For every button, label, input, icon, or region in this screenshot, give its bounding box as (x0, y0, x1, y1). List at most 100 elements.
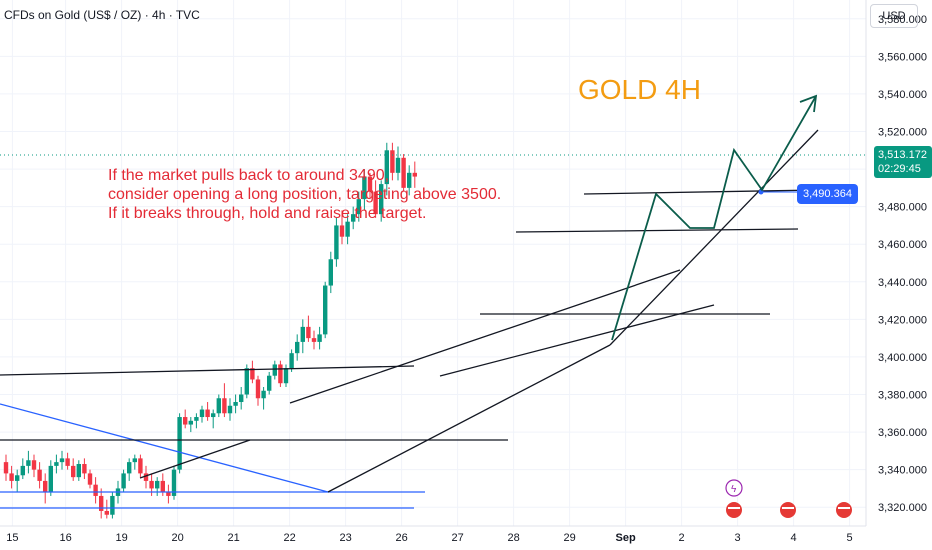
candle-down (255, 379, 261, 399)
candle-up (76, 464, 81, 478)
time-tick-label: 20 (171, 532, 183, 544)
current-price-value: 3,513.172 (878, 149, 927, 161)
candle-down (31, 460, 37, 470)
descending-channel-line (0, 403, 329, 493)
candle-up (395, 157, 401, 173)
flash-icon-glyph: ϟ (731, 484, 737, 495)
us-flag-stripe-icon (782, 507, 794, 509)
time-tick-label: 19 (115, 532, 127, 544)
candle-down (339, 225, 345, 237)
price-tick-label: 3,560.000 (878, 51, 927, 63)
candle-up (110, 495, 115, 515)
resistance-line-3390 (0, 365, 415, 376)
candle-up (59, 458, 65, 463)
candle-up (407, 172, 412, 188)
candle-up (272, 364, 277, 376)
candle-down (149, 480, 154, 489)
candle-up (261, 390, 266, 399)
candle-down (71, 465, 76, 478)
candle-down (205, 409, 210, 418)
uptrend-line-main (327, 344, 611, 493)
price-axis-background (866, 0, 932, 526)
price-tick-label: 3,460.000 (878, 239, 927, 251)
time-tick-label: 16 (59, 532, 71, 544)
price-tick-label: 3,540.000 (878, 89, 927, 101)
candle-up (379, 184, 384, 215)
symbol-header[interactable]: CFDs on Gold (US$ / OZ) · 4h · TVC (4, 8, 200, 22)
candle-down (401, 157, 406, 188)
time-tick-label: 3 (735, 532, 741, 544)
candle-up (216, 398, 221, 414)
time-tick-label: Sep (616, 532, 636, 544)
steep-trend-line (609, 129, 819, 346)
candle-up (233, 402, 238, 406)
note-line: consider opening a long position, target… (108, 186, 502, 203)
us-flag-icon[interactable] (726, 502, 742, 518)
time-tick-label: 28 (507, 532, 519, 544)
currency-selector[interactable]: USD (870, 4, 918, 28)
time-axis[interactable]: 15 16 19 20 21 22 23 26 27 28 29 Sep 2 3 4 5 (6, 532, 852, 544)
candle-up (155, 480, 160, 489)
plot-background (0, 0, 866, 526)
price-level-tag: 3,490.364 (797, 184, 858, 204)
time-tick-label: 5 (847, 532, 853, 544)
annotation-title: GOLD 4H (578, 74, 701, 105)
current-price-tag: 3,513.172 02:29:45 (874, 146, 932, 178)
note-line: If the market pulls back to around 3490, (108, 167, 390, 184)
time-tick-label: 26 (395, 532, 407, 544)
event-flash-icon[interactable] (725, 479, 743, 497)
candle-up (177, 417, 182, 470)
channel-mid-line (439, 304, 715, 377)
candle-down (99, 495, 104, 511)
time-tick-label: 4 (791, 532, 797, 544)
candle-down (138, 458, 143, 474)
candle-up (171, 469, 177, 496)
candle-up (356, 199, 361, 215)
price-tick-label: 3,420.000 (878, 314, 927, 326)
candle-down (278, 364, 283, 384)
price-tick-label: 3,400.000 (878, 352, 927, 364)
candle-up (328, 259, 333, 286)
time-tick-label: 2 (679, 532, 685, 544)
time-tick-label: 29 (563, 532, 575, 544)
candle-down (82, 464, 87, 474)
candle-up (227, 405, 233, 414)
candle-up (384, 150, 389, 185)
candle-down (311, 338, 317, 342)
candle-down (412, 172, 417, 177)
candle-up (334, 225, 339, 260)
us-flag-stripe-icon (728, 507, 740, 509)
horizontal-line-3490 (583, 189, 819, 195)
trade-note: If the market pulls back to around 3490,… (108, 166, 501, 223)
us-flag-icon[interactable] (836, 502, 852, 518)
candle-up (188, 420, 193, 425)
candle-down (183, 417, 188, 425)
projection-path (611, 95, 817, 341)
candle-up (267, 375, 272, 391)
us-flag-icon[interactable] (780, 502, 796, 518)
candle-down (93, 484, 98, 496)
candle-up (323, 285, 328, 335)
candle-down (37, 469, 42, 481)
candle-down (143, 473, 149, 481)
candle-up (20, 465, 25, 476)
candles (3, 142, 417, 519)
horizontal-line-3470 (515, 228, 799, 233)
candle-down (222, 398, 227, 414)
candle-down (160, 480, 165, 493)
channel-upper-line (289, 269, 681, 404)
event-icons: ϟ (725, 479, 852, 518)
price-tick-label: 3,520.000 (878, 127, 927, 139)
candle-up (362, 176, 367, 200)
time-tick-label: 22 (283, 532, 295, 544)
candle-up (239, 394, 244, 403)
candle-down (65, 458, 70, 466)
projection-arrowhead (799, 94, 818, 113)
price-tick-label: 3,360.000 (878, 427, 927, 439)
note-line: If it breaks through, hold and raise the… (108, 205, 427, 222)
candle-down (104, 510, 109, 515)
candle-up (244, 368, 249, 395)
candle-up (283, 368, 289, 384)
candle-up (121, 473, 126, 489)
